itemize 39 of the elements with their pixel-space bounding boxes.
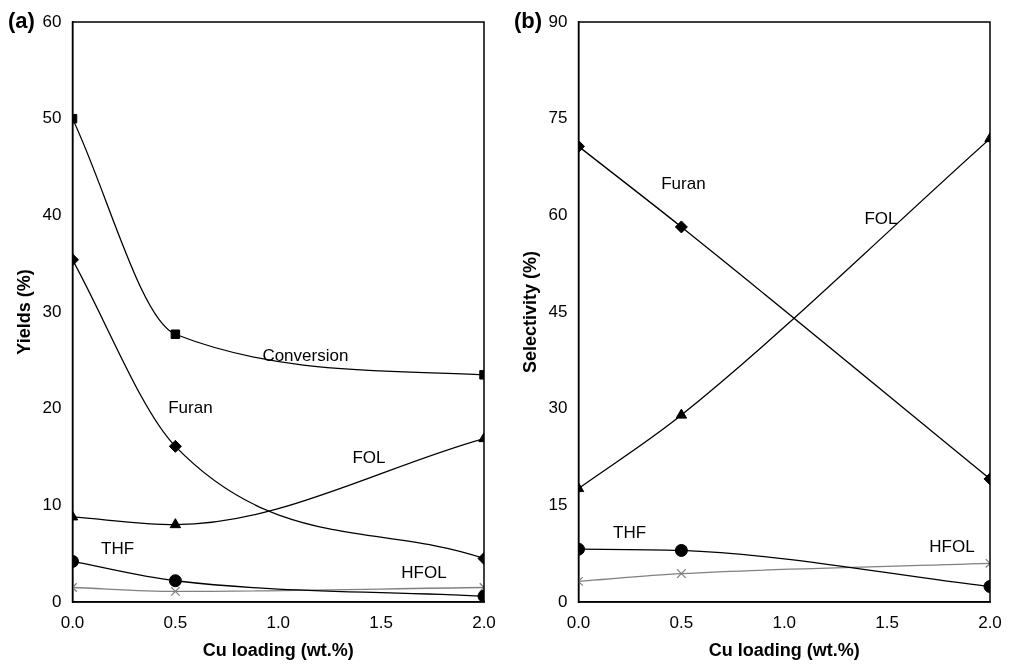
y-tick-label: 30 <box>548 398 568 418</box>
series-label: Furan <box>661 173 706 193</box>
chart-title: (a) <box>8 8 35 34</box>
y-tick-label: 10 <box>42 495 62 515</box>
x-tick-label: 1.5 <box>369 612 393 632</box>
y-tick-label: 0 <box>558 591 568 611</box>
x-tick-label: 2.0 <box>472 612 496 632</box>
x-axis-title: Cu loading (wt.%) <box>708 640 860 661</box>
y-tick-label: 60 <box>548 205 568 225</box>
x-tick-label: 0.5 <box>669 612 694 632</box>
y-tick-label: 15 <box>548 495 568 515</box>
y-axis-title: Selectivity (%) <box>519 250 540 374</box>
x-tick-label: 0.5 <box>163 612 188 632</box>
series-label: THF <box>612 522 647 542</box>
x-tick-label: 1.0 <box>266 612 291 632</box>
series-label: Conversion <box>262 345 349 365</box>
series-label: HFOL <box>401 563 447 583</box>
x-tick-label: 2.0 <box>978 612 1002 632</box>
y-tick-label: 75 <box>548 108 568 128</box>
y-tick-label: 40 <box>42 205 62 225</box>
series-label: Furan <box>168 398 213 418</box>
series-label: FOL <box>864 209 898 229</box>
series-label: FOL <box>352 448 386 468</box>
y-tick-label: 90 <box>548 11 568 31</box>
y-tick-label: 0 <box>52 591 62 611</box>
y-tick-label: 20 <box>42 398 62 418</box>
y-axis-title: Yields (%) <box>13 269 34 355</box>
y-tick-label: 30 <box>42 301 62 321</box>
chart-title: (b) <box>514 8 543 34</box>
y-tick-label: 50 <box>42 108 62 128</box>
y-tick-label: 60 <box>42 11 62 31</box>
x-axis-title: Cu loading (wt.%) <box>202 640 354 661</box>
series-label: THF <box>100 539 135 559</box>
x-tick-label: 0.0 <box>60 612 85 632</box>
series-label: HFOL <box>929 537 975 557</box>
x-tick-label: 1.5 <box>875 612 899 632</box>
x-tick-label: 1.0 <box>772 612 797 632</box>
x-tick-label: 0.0 <box>566 612 591 632</box>
y-tick-label: 45 <box>548 301 568 321</box>
